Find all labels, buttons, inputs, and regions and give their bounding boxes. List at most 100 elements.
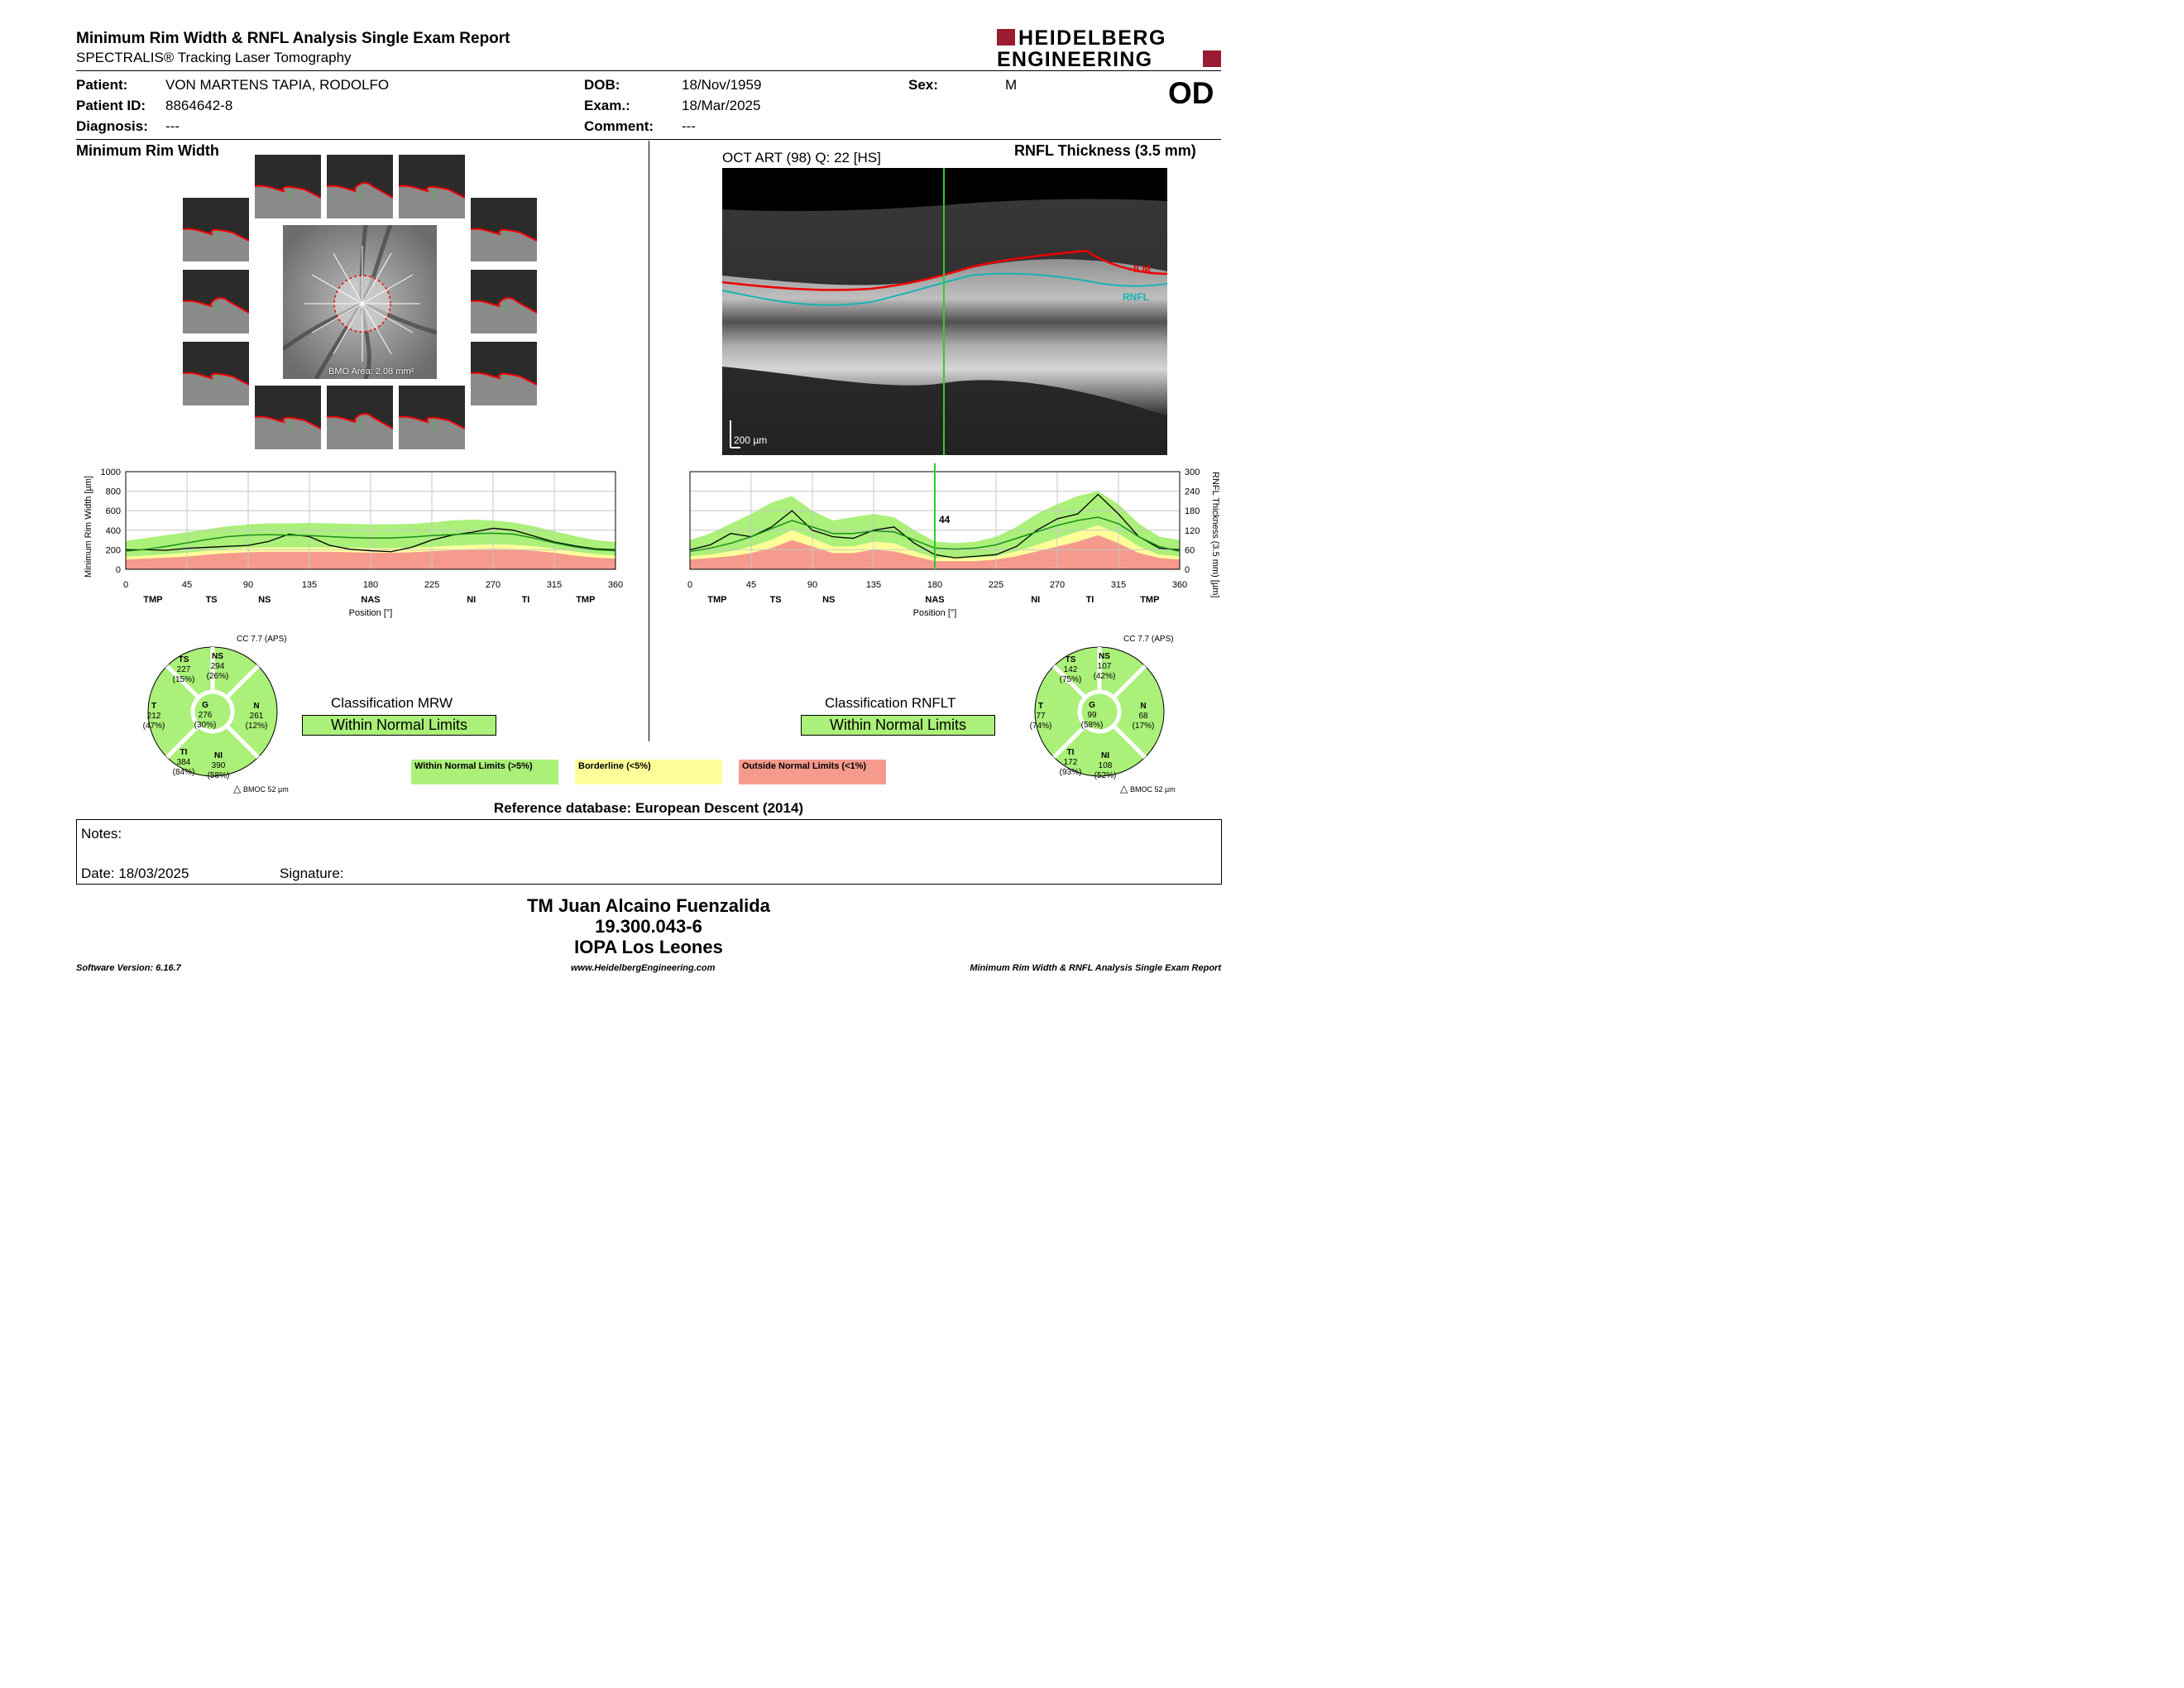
mrw-classification-title: Classification MRW xyxy=(331,695,453,711)
rnfl-sector-diagram: TS142(75%)NS107(42%)T77(74%)G99(58%)N68(… xyxy=(1030,635,1176,794)
y-tick-label: 400 xyxy=(106,526,121,536)
x-axis-title: Position [°] xyxy=(913,608,957,618)
logo-line-2: ENGINEERING xyxy=(997,48,1152,69)
y-tick-label: 600 xyxy=(106,506,121,516)
radial-bscan-thumbnail[interactable] xyxy=(471,198,537,261)
cursor-value-label: 44 xyxy=(939,514,951,525)
sector-name: N xyxy=(253,702,259,711)
patient-label: Patient: xyxy=(76,77,128,93)
y-axis-title: Minimum Rim Width [µm] xyxy=(84,476,93,578)
radial-bscan-thumbnail[interactable] xyxy=(327,155,393,218)
sector-name: T xyxy=(1038,702,1043,711)
mrw-classification-value: Within Normal Limits xyxy=(302,715,496,736)
y-tick-label: 1000 xyxy=(101,468,121,477)
y-tick-label: 300 xyxy=(1185,468,1200,477)
sector-label: NS xyxy=(258,595,271,605)
sector-value: 261 xyxy=(250,712,264,721)
sector-divider xyxy=(165,724,200,759)
sector-value: 294 xyxy=(211,662,225,671)
radial-bscan-thumbnail[interactable] xyxy=(255,386,321,449)
y-axis-title: RNFL Thickness (3.5 mm) [µm] xyxy=(1210,472,1220,597)
x-tick-label: 360 xyxy=(1172,580,1187,590)
diagnosis-value: --- xyxy=(165,118,180,134)
radial-bscan-thumbnail[interactable] xyxy=(183,198,249,261)
sector-percentile: (52%) xyxy=(1094,771,1117,780)
x-tick-label: 90 xyxy=(807,580,817,590)
patient-divider xyxy=(76,139,1221,140)
sector-percentile: (74%) xyxy=(1030,722,1052,731)
sector-divider xyxy=(165,664,200,699)
radial-bscan-thumbnail[interactable] xyxy=(399,386,465,449)
x-tick-label: 225 xyxy=(424,580,439,590)
mrw-chart: 0 45 90 135 180 225 270 315 360 0 200 400 600 800 1000… xyxy=(84,468,623,618)
sector-value: 227 xyxy=(177,665,191,674)
comment-value: --- xyxy=(682,118,696,134)
sector-value: 172 xyxy=(1064,758,1078,767)
sector-label: TS xyxy=(206,595,218,605)
sector-label: NAS xyxy=(925,595,944,605)
x-tick-label: 270 xyxy=(486,580,500,590)
x-tick-label: 315 xyxy=(1111,580,1126,590)
sex-value: M xyxy=(1005,77,1018,93)
comment-label: Comment: xyxy=(584,118,654,134)
sector-percentile: (26%) xyxy=(207,672,229,681)
sector-label: TI xyxy=(1086,595,1094,605)
sector-divider xyxy=(1052,724,1087,759)
x-tick-label: 45 xyxy=(746,580,756,590)
legend-outside-normal: Outside Normal Limits (<1%) xyxy=(739,760,886,784)
radial-bscan-thumbnail[interactable] xyxy=(471,270,537,333)
sector-value: 107 xyxy=(1098,662,1112,671)
radial-bscan-thumbnail[interactable] xyxy=(327,386,393,449)
patient-name: VON MARTENS TAPIA, RODOLFO xyxy=(165,77,390,93)
notes-label: Notes: xyxy=(81,826,122,842)
x-tick-label: 135 xyxy=(302,580,317,590)
sector-name: NS xyxy=(212,652,223,661)
legend-within-normal: Within Normal Limits (>5%) xyxy=(411,760,558,784)
website-link[interactable]: www.HeidelbergEngineering.com xyxy=(571,963,716,973)
signer-name: TM Juan Alcaino Fuenzalida xyxy=(527,895,770,916)
patient-id-value: 8864642-8 xyxy=(165,98,233,113)
signer-organization: IOPA Los Leones xyxy=(574,937,723,957)
radial-bscan-thumbnail[interactable] xyxy=(255,155,321,218)
x-tick-label: 135 xyxy=(866,580,881,590)
radial-bscan-thumbnail[interactable] xyxy=(399,155,465,218)
sector-percentile: (58%) xyxy=(1081,721,1104,730)
sector-percentile: (58%) xyxy=(208,771,230,780)
y-tick-label: 200 xyxy=(106,545,121,555)
sector-center xyxy=(1077,689,1122,734)
sector-divider xyxy=(1112,664,1147,699)
sector-divider xyxy=(225,664,260,699)
dob-label: DOB: xyxy=(584,77,620,93)
sector-percentile: (75%) xyxy=(1060,675,1082,684)
radial-bscan-thumbnail[interactable] xyxy=(471,342,537,405)
sector-center xyxy=(190,689,235,734)
radial-bscan-thumbnail[interactable] xyxy=(183,270,249,333)
normal-mean-line xyxy=(125,532,616,552)
sector-label: NS xyxy=(822,595,835,605)
eye-indicator: OD xyxy=(1168,76,1214,110)
sector-name: TS xyxy=(1066,655,1076,664)
sector-value: 276 xyxy=(199,711,213,720)
sector-name: NI xyxy=(1101,751,1109,760)
sector-name: NI xyxy=(214,751,223,760)
ilm-label: ILM xyxy=(1133,263,1151,275)
sector-value: 142 xyxy=(1064,665,1078,674)
sector-name: G xyxy=(1089,701,1095,710)
notes-box[interactable]: Notes: Date: 18/03/2025 Signature: xyxy=(76,819,1222,885)
mrw-section-title: Minimum Rim Width xyxy=(76,142,219,159)
sector-label: NI xyxy=(467,595,476,605)
bmoc-label: BMOC 52 µm xyxy=(1130,785,1176,794)
heidelberg-logo: HEIDELBERG ENGINEERING xyxy=(997,26,1221,71)
x-tick-label: 360 xyxy=(608,580,623,590)
sector-name: N xyxy=(1140,702,1146,711)
sector-name: T xyxy=(151,702,156,711)
sector-percentile: (84%) xyxy=(173,768,195,777)
x-tick-label: 180 xyxy=(927,580,942,590)
radial-bscan-thumbnail[interactable] xyxy=(183,342,249,405)
patient-id-label: Patient ID: xyxy=(76,98,146,113)
sector-name: G xyxy=(202,701,208,710)
rnfl-classification-title: Classification RNFLT xyxy=(825,695,956,711)
x-tick-label: 90 xyxy=(243,580,253,590)
sector-label: TMP xyxy=(707,595,726,605)
